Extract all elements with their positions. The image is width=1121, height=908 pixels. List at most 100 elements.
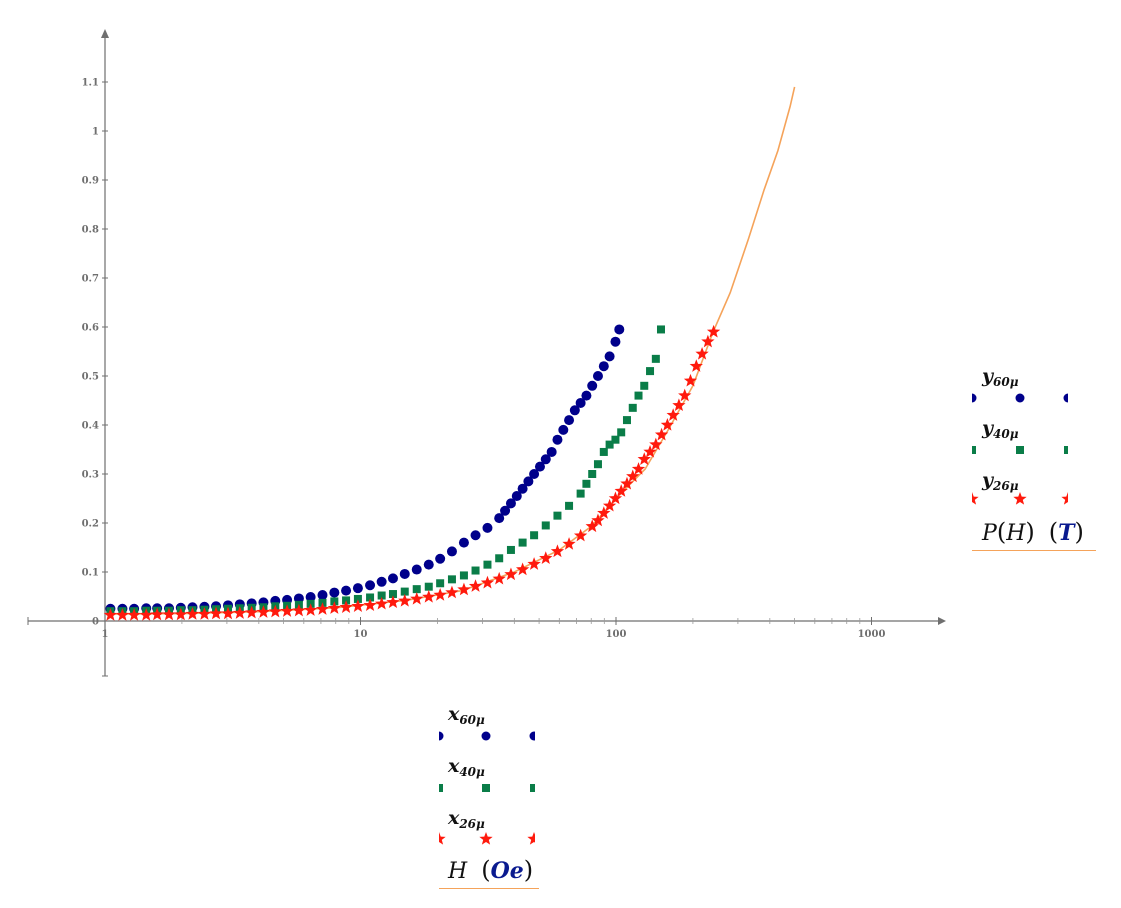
y-tick-label: 1 (92, 127, 99, 138)
data-point (541, 521, 550, 530)
data-point (424, 582, 433, 591)
data-point (127, 608, 141, 621)
data-point (582, 479, 591, 488)
data-point (593, 460, 602, 469)
legend-sub: 40μ (459, 765, 485, 779)
data-point (366, 593, 375, 602)
data-point (365, 580, 376, 591)
legend-marker-square (972, 440, 1096, 470)
data-point (280, 604, 294, 617)
legend-marker-circle (972, 388, 1096, 418)
square-marker-icon (439, 784, 535, 792)
data-point (363, 598, 377, 611)
data-point (458, 537, 469, 548)
data-point (459, 571, 468, 580)
data-point (505, 498, 516, 509)
y-tick-label: 0.2 (82, 519, 99, 530)
data-point (504, 567, 518, 581)
data-point (209, 606, 223, 620)
data-point (446, 546, 457, 557)
data-point (445, 585, 459, 599)
legend-entry-y-40: y40μ (972, 418, 1096, 470)
data-point (591, 513, 605, 527)
data-point (546, 446, 557, 457)
data-point (327, 601, 341, 614)
legend-sub: 60μ (459, 713, 485, 727)
data-point (256, 605, 271, 618)
chart-axes: 1 10 100 1000 0 0.1 0.2 0.3 0.4 0.5 0.6 0.7 0.8 0.9 1 1… (27, 29, 946, 677)
circle-marker-icon (972, 393, 1068, 403)
data-point (683, 373, 698, 387)
data-point (562, 537, 576, 550)
x-axis-title: H (Oe) (439, 854, 539, 889)
data-point (197, 607, 212, 620)
legend-x: x60μ x40μ x26μ H (Oe) (439, 704, 539, 889)
data-point (341, 585, 352, 596)
data-point (672, 398, 686, 412)
x-tick-label: 100 (606, 629, 627, 640)
data-point (666, 408, 680, 421)
data-point (377, 591, 386, 600)
data-point (422, 589, 436, 603)
data-point (605, 440, 614, 449)
data-point (388, 590, 397, 599)
data-point (435, 553, 446, 564)
data-point (654, 427, 669, 441)
data-point (617, 428, 626, 437)
data-point (575, 397, 586, 408)
data-point (374, 596, 389, 610)
y-axis-title-arg: H (1006, 521, 1026, 546)
data-point (604, 351, 615, 362)
data-point (423, 559, 434, 570)
data-point (588, 470, 597, 478)
legend-entry-x-26: x26μ (439, 808, 539, 854)
y-tick-label: 1.1 (82, 78, 99, 89)
data-point (649, 437, 663, 451)
data-point (494, 513, 505, 524)
data-point (695, 346, 709, 360)
y-tick-label: 0.9 (82, 176, 99, 187)
fit-curve-p-h (110, 86, 796, 615)
data-point (506, 545, 515, 554)
data-point (534, 461, 545, 472)
data-point (317, 590, 328, 601)
x-axis-title-var: H (448, 859, 468, 884)
data-point (592, 371, 603, 381)
data-point (433, 588, 447, 601)
data-point (517, 483, 528, 494)
data-point (470, 530, 481, 541)
data-point (185, 607, 200, 620)
data-point (399, 568, 410, 579)
data-point (103, 608, 118, 621)
legend-marker-star (972, 492, 1096, 516)
square-marker-icon (972, 446, 1068, 454)
legend-entry-x-40: x40μ (439, 756, 539, 808)
series-60μ (105, 324, 625, 614)
data-point (515, 562, 530, 576)
y-tick-label: 0.4 (82, 421, 99, 432)
y-tick-label: 0.7 (82, 274, 99, 285)
legend-marker-star (439, 830, 539, 854)
data-point (523, 476, 534, 487)
legend-var: x (448, 807, 460, 829)
data-point (701, 334, 715, 348)
data-point (634, 391, 643, 400)
data-point (482, 522, 493, 533)
data-point (569, 405, 580, 416)
y-tick-label: 0.1 (82, 568, 99, 579)
data-point (292, 603, 306, 617)
data-point (614, 484, 628, 497)
data-point (558, 424, 569, 435)
data-point (115, 608, 130, 621)
data-point (400, 587, 409, 596)
data-point (620, 476, 634, 490)
data-point (150, 607, 164, 621)
data-point (637, 452, 651, 465)
data-point (351, 599, 365, 612)
y-axis-arrow-icon (101, 29, 109, 38)
data-point (598, 361, 609, 372)
legend-var: x (448, 703, 460, 725)
data-point (597, 506, 611, 519)
legend-sub: 40μ (993, 427, 1019, 441)
star-marker-icon (972, 492, 1068, 505)
